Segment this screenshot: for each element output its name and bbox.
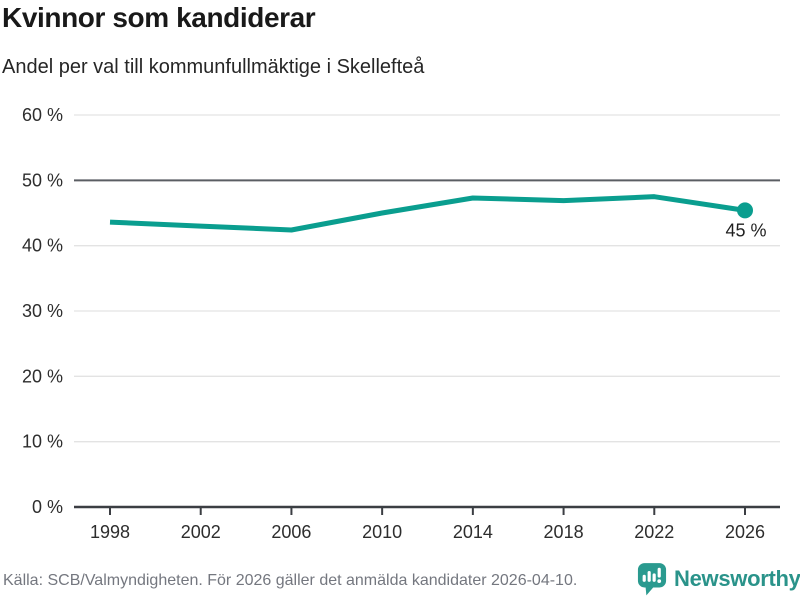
end-point-marker [737,202,753,219]
trend-line [109,194,746,233]
newsworthy-logo[interactable]: Newsworthy [637,562,800,596]
y-tick-label: 10 % [22,432,63,452]
y-tick-label: 20 % [22,366,63,386]
x-tick-label: 2002 [181,522,221,542]
newsworthy-logo-text: Newsworthy [674,566,800,591]
x-tick-label: 2014 [453,522,493,542]
line-chart: 0 % 10 % 20 % 30 % 40 % 50 % 60 % 1998 2002 2006 2… [22,105,780,542]
end-point-label: 45 % [725,220,766,240]
source-note: Källa: SCB/Valmyndigheten. För 2026 gäll… [3,572,578,589]
y-tick-label: 0 % [32,497,63,517]
y-tick-label: 40 % [22,236,63,256]
x-tick-label: 2026 [725,522,765,542]
y-tick-label: 30 % [22,301,63,321]
newsworthy-logo-icon [637,563,667,596]
x-tick-label: 2022 [634,522,674,542]
chart-title: Kvinnor som kandiderar [2,2,316,33]
chart-subtitle: Andel per val till kommunfullmäktige i S… [2,56,425,78]
y-tick-label: 60 % [22,105,63,125]
x-tick-label: 2006 [271,522,311,542]
x-tick-label: 1998 [90,522,130,542]
x-tick-label: 2010 [362,522,402,542]
y-tick-label: 50 % [22,170,63,190]
x-tick-label: 2018 [544,522,584,542]
